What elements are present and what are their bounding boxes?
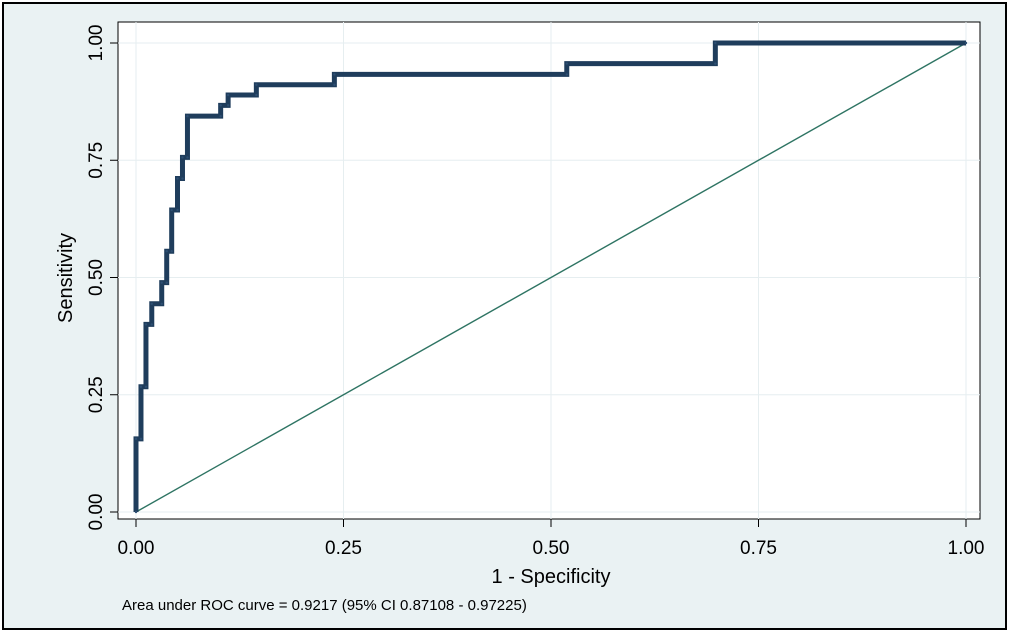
roc-point <box>964 41 968 45</box>
x-tick-label: 1.00 <box>948 538 985 559</box>
roc-point <box>165 250 168 253</box>
roc-point <box>134 510 138 514</box>
roc-point <box>181 177 184 180</box>
roc-point <box>714 41 717 45</box>
roc-point <box>150 323 153 326</box>
roc-point <box>219 114 222 118</box>
roc-point <box>226 93 230 97</box>
y-tick-label: 1.00 <box>86 25 107 62</box>
roc-point <box>186 114 189 118</box>
roc-point <box>144 385 148 388</box>
roc-point <box>255 93 258 97</box>
reference-line <box>135 42 967 513</box>
y-tick-label: 0.50 <box>86 259 107 296</box>
x-tick-label: 0.75 <box>740 538 777 559</box>
roc-point <box>150 302 153 305</box>
y-tick-label: 0.75 <box>86 142 107 179</box>
roc-point <box>186 156 189 159</box>
roc-point <box>176 208 179 212</box>
y-axis-title: Sensitivity <box>55 233 77 323</box>
plot-area <box>117 21 981 520</box>
roc-point <box>333 83 336 86</box>
roc-point <box>255 83 258 86</box>
roc-point <box>134 437 138 441</box>
roc-point <box>160 302 163 305</box>
axes: 0.00 0.25 0.50 0.75 1.00 0.00 0.25 0.50 0.75 1.00 <box>86 25 984 559</box>
roc-point <box>144 323 148 326</box>
roc-point <box>565 62 568 65</box>
y-tick-label: 0.25 <box>86 376 107 413</box>
x-tick-label: 0.25 <box>325 538 362 559</box>
roc-point <box>333 73 336 76</box>
roc-point <box>170 250 173 253</box>
roc-point <box>181 156 184 159</box>
roc-point <box>165 281 168 284</box>
x-axis-title: 1 - Specificity <box>492 566 611 588</box>
roc-point <box>139 385 143 388</box>
roc-point <box>714 62 717 65</box>
roc-point <box>170 208 173 212</box>
roc-point <box>176 177 179 180</box>
series-group <box>133 40 968 514</box>
y-tick-label: 0.00 <box>86 494 107 531</box>
roc-point <box>219 104 222 107</box>
roc-point <box>139 437 143 441</box>
roc-point <box>160 281 163 284</box>
auc-annotation: Area under ROC curve = 0.9217 (95% CI 0.… <box>122 597 527 614</box>
x-tick-label: 0.50 <box>533 538 570 559</box>
roc-point <box>226 104 230 107</box>
roc-point <box>565 73 568 76</box>
x-tick-label: 0.00 <box>118 538 155 559</box>
